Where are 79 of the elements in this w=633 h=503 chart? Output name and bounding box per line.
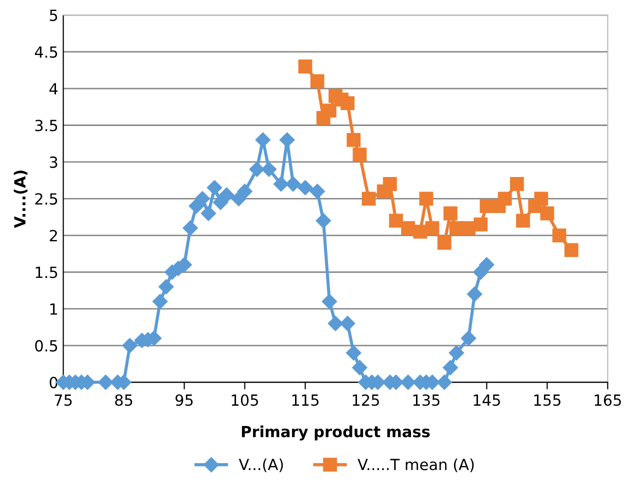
x-tick-label: 85 bbox=[115, 394, 132, 406]
point bbox=[443, 206, 458, 220]
point bbox=[474, 217, 488, 232]
point bbox=[322, 104, 336, 118]
point bbox=[340, 96, 355, 110]
point bbox=[437, 236, 452, 250]
point bbox=[564, 243, 578, 258]
point bbox=[462, 221, 476, 236]
y-tick-label: 4 bbox=[49, 83, 58, 94]
point bbox=[419, 192, 434, 206]
point bbox=[237, 184, 252, 199]
point bbox=[479, 257, 494, 272]
point bbox=[400, 374, 416, 390]
point bbox=[273, 176, 289, 192]
x-tick-label: 105 bbox=[232, 394, 258, 406]
point bbox=[340, 316, 356, 332]
point bbox=[473, 264, 488, 280]
point bbox=[310, 74, 324, 88]
x-tick-label: 165 bbox=[594, 394, 621, 406]
x-tick-label: 75 bbox=[54, 394, 72, 406]
y-tick-label: 3 bbox=[50, 156, 58, 168]
point bbox=[182, 220, 198, 236]
x-axis-title: Primary product mass bbox=[242, 426, 430, 440]
point bbox=[413, 224, 428, 239]
point bbox=[389, 214, 403, 228]
point bbox=[346, 132, 361, 147]
y-tick-label: 2 bbox=[50, 230, 57, 242]
point bbox=[219, 187, 234, 203]
y-tick-label: 0.5 bbox=[35, 340, 58, 352]
point bbox=[328, 316, 344, 332]
point bbox=[362, 192, 376, 206]
x-tick-label: 155 bbox=[534, 394, 560, 406]
point bbox=[552, 228, 566, 242]
point bbox=[206, 180, 222, 196]
point bbox=[510, 177, 524, 191]
point bbox=[401, 221, 416, 236]
y-tick-label: 2.5 bbox=[35, 193, 58, 205]
x-tick-label: 125 bbox=[352, 394, 379, 406]
x-tick-label: 115 bbox=[292, 394, 318, 406]
x-tick-label: 135 bbox=[413, 394, 440, 406]
point bbox=[382, 177, 397, 191]
point bbox=[158, 279, 174, 294]
point bbox=[352, 148, 367, 162]
legend-label: V.....T mean (A) bbox=[358, 458, 474, 472]
x-tick-label: 95 bbox=[176, 394, 193, 406]
y-tick-label: 5 bbox=[50, 10, 58, 22]
point bbox=[540, 206, 554, 220]
point bbox=[498, 192, 512, 206]
point bbox=[286, 176, 301, 192]
point bbox=[436, 374, 452, 390]
point bbox=[310, 184, 325, 199]
point bbox=[442, 360, 458, 376]
point bbox=[316, 213, 331, 228]
point bbox=[98, 374, 114, 390]
point bbox=[122, 338, 138, 354]
point bbox=[425, 221, 440, 236]
point bbox=[152, 294, 168, 310]
y-axis-title: V....(A) bbox=[14, 170, 28, 228]
point bbox=[448, 345, 464, 360]
point bbox=[298, 60, 312, 74]
y-tick-label: 4.5 bbox=[34, 46, 58, 58]
point bbox=[298, 180, 313, 196]
point bbox=[534, 192, 548, 206]
point bbox=[261, 162, 277, 177]
legend-label: V...(A) bbox=[238, 458, 283, 472]
y-tick-label: 1.5 bbox=[36, 266, 58, 278]
point bbox=[460, 330, 476, 346]
point bbox=[352, 360, 368, 376]
point bbox=[346, 345, 362, 360]
point bbox=[200, 206, 216, 221]
point bbox=[255, 132, 270, 148]
point bbox=[467, 286, 482, 302]
x-tick-label: 145 bbox=[474, 394, 500, 406]
point bbox=[516, 214, 530, 228]
y-tick-label: 1 bbox=[50, 304, 58, 315]
point bbox=[249, 162, 264, 177]
point bbox=[194, 191, 210, 206]
y-tick-label: 3.5 bbox=[35, 120, 58, 132]
point bbox=[322, 294, 338, 310]
